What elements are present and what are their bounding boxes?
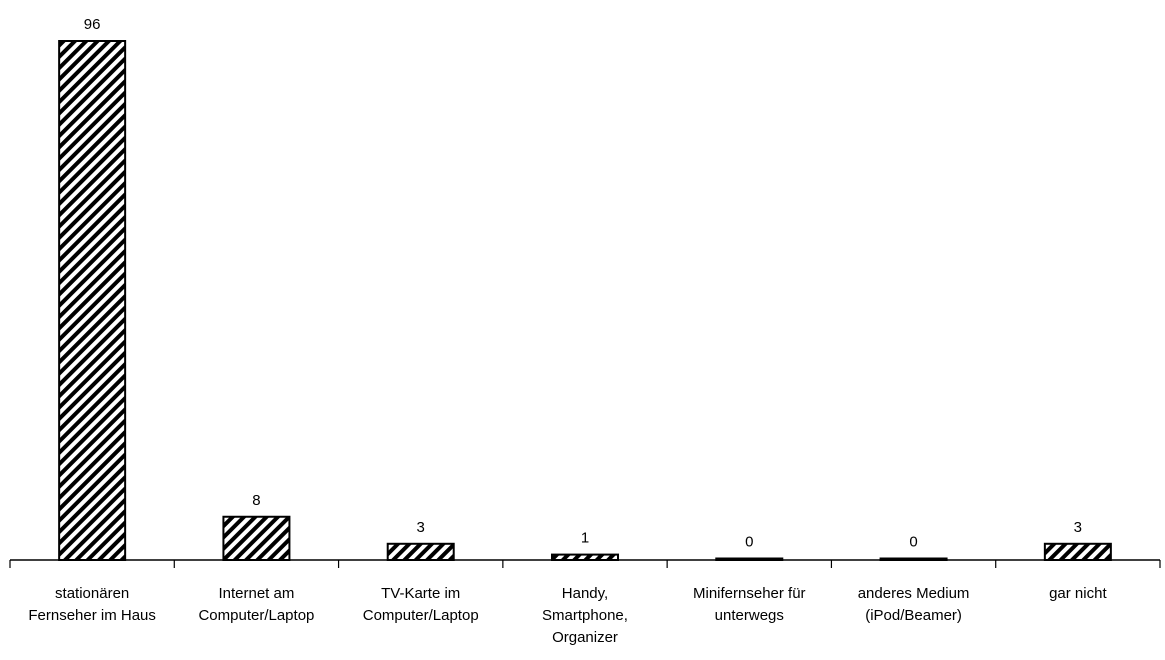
data-label: 3 [417,519,425,536]
data-label: 3 [1074,519,1082,536]
x-axis [9,559,1161,568]
data-label: 8 [252,492,260,509]
bar [58,40,127,561]
bar [1043,542,1112,561]
x-tick-label: gar nicht [1049,585,1107,602]
bar [551,553,619,561]
data-label: 1 [581,530,589,547]
x-tick-label: TV-Karte im Computer/Laptop [363,585,479,624]
x-tick-label: Handy, Smartphone, Organizer [542,585,628,646]
bar [386,542,455,561]
data-label: 0 [909,534,917,551]
bars-group [58,40,1112,561]
data-label: 0 [745,534,753,551]
x-tick-labels-group: stationären Fernseher im Haus Internet am C… [28,585,1107,646]
x-tick-label: Minifernseher für unterwegs [693,585,806,624]
bar [222,515,291,561]
value-labels-group: 96 8 3 1 0 0 3 [84,16,1082,551]
x-tick-label: anderes Medium (iPod/Beamer) [858,585,970,624]
x-tick-label: Internet am Computer/Laptop [198,585,314,624]
x-tick-label: stationären Fernseher im Haus [28,585,156,624]
data-label: 96 [84,16,101,33]
